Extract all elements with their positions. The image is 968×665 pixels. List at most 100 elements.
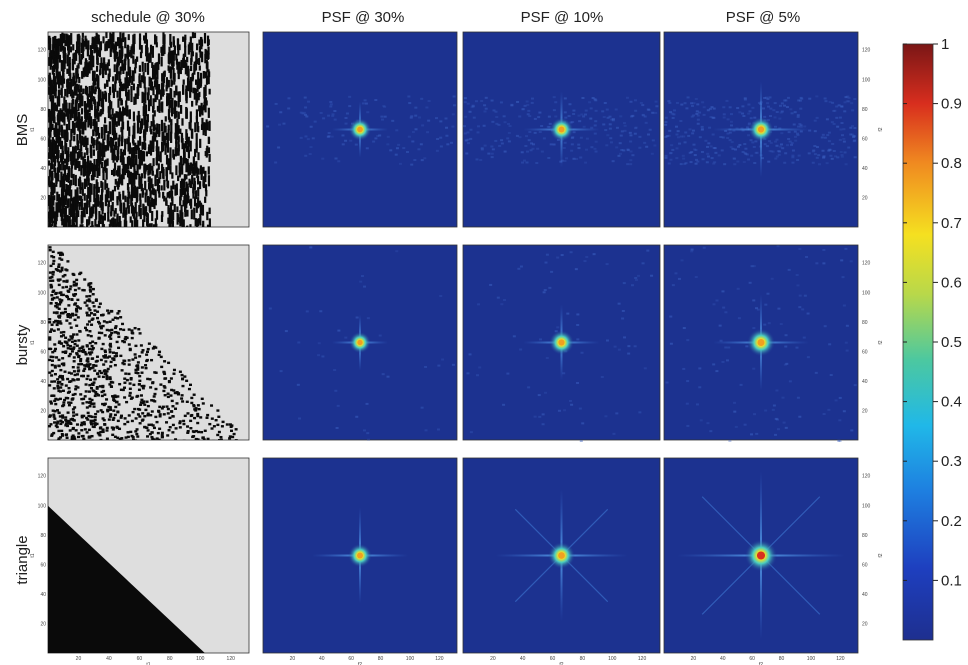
psf-xtick: 60 [348, 656, 354, 662]
psf-panel-bursty-2 [462, 244, 661, 442]
psf-panel-triangle-1: 20 40 60 80 100 120 f2 [262, 457, 458, 665]
psf-panel-bursty-3: 20 40 60 80 100 120 f2 [663, 244, 884, 442]
schedule-ytick: 20 [40, 408, 46, 414]
colorbar-tick-label: 0.6 [941, 274, 962, 291]
colorbar-tick-label: 1 [941, 36, 949, 53]
psf-panel-bms-2 [462, 31, 661, 228]
psf-xtick: 80 [580, 656, 586, 662]
column-title-psf-5: PSF @ 5% [726, 9, 800, 26]
schedule-ytick: 40 [40, 166, 46, 172]
psf-ylabel: f2 [878, 553, 884, 557]
psf-xtick: 80 [779, 656, 785, 662]
schedule-ytick: 100 [38, 290, 47, 296]
psf-ylabel: f2 [878, 340, 884, 344]
psf-ylabel: f2 [878, 127, 884, 131]
schedule-panel-triangle: 20 40 60 80 100 120 t1 20 40 60 80 100 120 t1 [30, 457, 250, 665]
psf-xtick: 120 [638, 656, 647, 662]
colorbar-tick-label: 0.1 [941, 572, 962, 589]
colorbar-tick-label: 0.2 [941, 513, 962, 530]
colorbar-tick-label: 0.3 [941, 453, 962, 470]
schedule-ylabel: t1 [30, 340, 36, 344]
schedule-ytick: 80 [40, 320, 46, 326]
psf-xtick: 120 [435, 656, 444, 662]
column-title-schedule-30: schedule @ 30% [91, 9, 205, 26]
colorbar-tick-label: 0.7 [941, 215, 962, 232]
psf-xtick: 60 [550, 656, 556, 662]
psf-xtick: 20 [490, 656, 496, 662]
psf-ytick: 20 [862, 408, 868, 414]
colorbar-ticks: 1 0.9 0.8 0.7 0.6 0.5 0.4 0.3 0.2 0.1 [903, 36, 962, 589]
schedule-ytick: 80 [40, 107, 46, 113]
schedule-ytick: 60 [40, 562, 46, 568]
panel-grid: 20 40 60 80 100 120 t1 20 40 60 80 100 120 f2 20 40 60 80… [30, 31, 884, 665]
psf-ytick: 40 [862, 592, 868, 598]
schedule-ytick: 40 [40, 592, 46, 598]
psf-ytick: 120 [862, 48, 871, 54]
psf-xtick: 20 [691, 656, 697, 662]
psf-panel-triangle-3: 20 40 60 80 100 120 f2 20 40 60 80 100 120 f2 [663, 457, 884, 665]
column-title-psf-10: PSF @ 10% [521, 9, 604, 26]
schedule-xlabel: t1 [146, 662, 150, 665]
psf-ytick: 20 [862, 195, 868, 201]
psf-xtick: 100 [406, 656, 415, 662]
psf-xtick: 40 [520, 656, 526, 662]
schedule-xtick: 80 [167, 656, 173, 662]
column-title-psf-30: PSF @ 30% [322, 9, 405, 26]
schedule-ylabel: t1 [30, 127, 36, 131]
psf-ytick: 100 [862, 77, 871, 83]
psf-panel-bms-3: 20 40 60 80 100 120 f2 [663, 31, 884, 228]
schedule-xtick: 100 [196, 656, 205, 662]
psf-panel-triangle-2: 20 40 60 80 100 120 f2 [462, 457, 661, 665]
schedule-ytick: 80 [40, 533, 46, 539]
psf-panel-bursty-1 [262, 244, 458, 441]
schedule-xtick: 120 [227, 656, 236, 662]
psf-xtick: 120 [836, 656, 845, 662]
psf-ytick: 60 [862, 349, 868, 355]
psf-ytick: 20 [862, 621, 868, 627]
schedule-panel-bms: 20 40 60 80 100 120 t1 [30, 31, 250, 228]
psf-xtick: 40 [319, 656, 325, 662]
psf-xtick: 20 [290, 656, 296, 662]
colorbar-tick-label: 0.4 [941, 394, 962, 411]
psf-xlabel: f2 [559, 662, 563, 665]
psf-xtick: 60 [749, 656, 755, 662]
psf-ytick: 60 [862, 136, 868, 142]
colorbar [902, 43, 934, 641]
colorbar-tick-label: 0.8 [941, 155, 962, 172]
row-label-bms: BMS [14, 114, 31, 147]
schedule-ytick: 120 [38, 474, 47, 480]
psf-xtick: 40 [720, 656, 726, 662]
schedule-ytick: 100 [38, 503, 47, 509]
schedule-xtick: 60 [137, 656, 143, 662]
psf-ytick: 80 [862, 533, 868, 539]
schedule-xtick: 40 [106, 656, 112, 662]
schedule-ytick: 120 [38, 261, 47, 267]
schedule-ytick: 60 [40, 349, 46, 355]
psf-xlabel: f2 [759, 662, 763, 665]
psf-xlabel: f2 [358, 662, 362, 665]
schedule-panel-bursty: 20 40 60 80 100 120 t1 [30, 244, 250, 441]
schedule-ytick: 20 [40, 621, 46, 627]
psf-ytick: 80 [862, 107, 868, 113]
psf-xtick: 100 [807, 656, 816, 662]
schedule-ytick: 60 [40, 136, 46, 142]
schedule-xtick: 20 [76, 656, 82, 662]
schedule-ytick: 120 [38, 48, 47, 54]
psf-xtick: 80 [378, 656, 384, 662]
psf-ytick: 100 [862, 290, 871, 296]
psf-ytick: 60 [862, 562, 868, 568]
schedule-ytick: 100 [38, 77, 47, 83]
psf-ytick: 120 [862, 261, 871, 267]
schedule-ylabel: t1 [30, 553, 36, 557]
psf-ytick: 40 [862, 379, 868, 385]
psf-panel-bms-1 [262, 31, 458, 228]
schedule-ytick: 40 [40, 379, 46, 385]
psf-xtick: 100 [608, 656, 617, 662]
colorbar-tick-label: 0.9 [941, 96, 962, 113]
psf-ytick: 80 [862, 320, 868, 326]
row-label-triangle: triangle [14, 535, 31, 584]
colorbar-tick-label: 0.5 [941, 334, 962, 351]
schedule-ytick: 20 [40, 195, 46, 201]
psf-ytick: 100 [862, 503, 871, 509]
